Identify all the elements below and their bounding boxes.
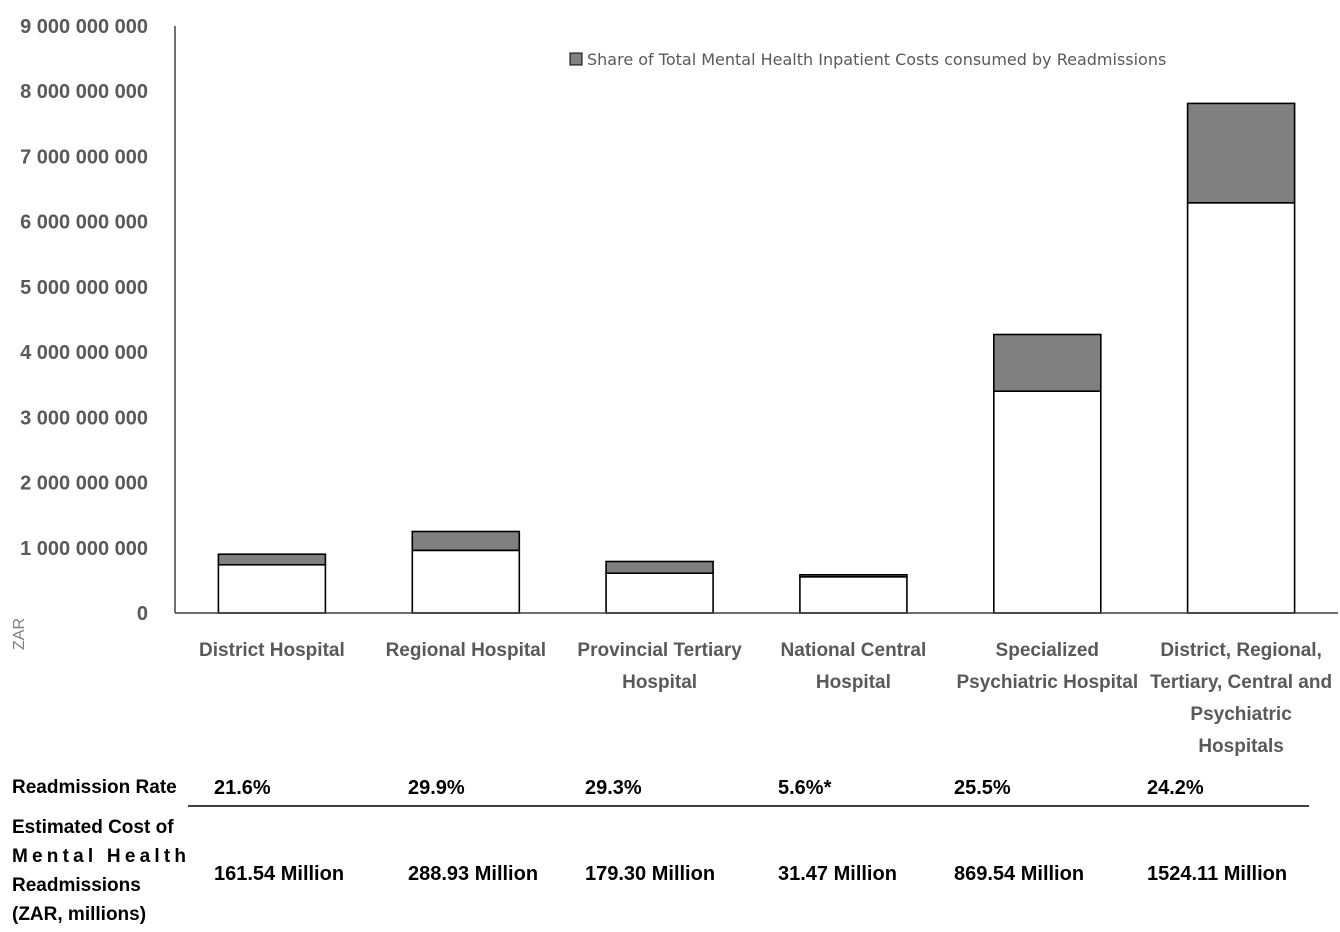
bar-base-segment <box>411 549 521 614</box>
y-tick-label: 8 000 000 000 <box>20 81 148 103</box>
y-tick-label: 3 000 000 000 <box>20 407 148 429</box>
x-category-label: Regional Hospital <box>386 640 546 661</box>
bar-base-segment <box>605 572 714 614</box>
x-category-label: Hospitals <box>1198 736 1284 757</box>
x-category-label: Hospital <box>622 672 697 693</box>
legend-label: Share of Total Mental Health Inpatient C… <box>587 50 1166 69</box>
table-row-header: Readmissions <box>12 875 141 896</box>
bar-base-segment <box>992 390 1102 614</box>
y-tick-label: 0 <box>137 603 148 625</box>
table-cell: 869.54 Million <box>954 863 1084 885</box>
x-category-label: Specialized <box>996 640 1100 661</box>
x-category-label: National Central <box>781 640 927 661</box>
bar-readmission-segment <box>411 530 521 552</box>
table-cell: 179.30 Million <box>585 863 715 885</box>
y-tick-label: 2 000 000 000 <box>20 473 148 495</box>
bar-readmission-segment <box>1186 102 1296 204</box>
table-row-header: Readmission Rate <box>12 777 177 798</box>
table-cell: 288.93 Million <box>408 863 538 885</box>
y-tick-label: 6 000 000 000 <box>20 212 148 234</box>
table-cell: 1524.11 Million <box>1147 863 1287 885</box>
table-cell: 21.6% <box>214 777 271 799</box>
table-row-header: (ZAR, millions) <box>12 904 146 925</box>
table-row-header: Estimated Cost of <box>12 817 174 838</box>
bar-base-segment <box>217 563 327 614</box>
x-category-label: Hospital <box>816 672 891 693</box>
y-tick-label: 5 000 000 000 <box>20 277 148 299</box>
y-tick-label: 9 000 000 000 <box>20 16 148 38</box>
bar-readmission-segment <box>992 333 1102 393</box>
x-category-label: Psychiatric <box>1190 704 1292 725</box>
x-category-label: Psychiatric Hospital <box>956 672 1138 693</box>
bar-base-segment <box>799 575 908 614</box>
table-cell: 29.3% <box>585 777 642 799</box>
legend-swatch <box>569 52 583 66</box>
x-category-label: Tertiary, Central and <box>1150 672 1332 693</box>
table-cell: 25.5% <box>954 777 1011 799</box>
table-row-header: Mental Health <box>12 846 186 867</box>
y-tick-label: 1 000 000 000 <box>20 538 148 560</box>
bar-readmission-segment <box>605 560 714 574</box>
table-cell: 29.9% <box>408 777 465 799</box>
x-category-label: District, Regional, <box>1160 640 1322 661</box>
table-cell: 31.47 Million <box>778 863 897 885</box>
table-cell: 24.2% <box>1147 777 1204 799</box>
x-category-label: Provincial Tertiary <box>577 640 742 661</box>
bar-base-segment <box>1186 202 1296 614</box>
table-cell: 5.6%* <box>778 777 832 799</box>
bar-readmission-segment <box>799 573 908 578</box>
x-category-label: District Hospital <box>199 640 345 661</box>
y-tick-label: 7 000 000 000 <box>20 146 148 168</box>
y-tick-label: 4 000 000 000 <box>20 342 148 364</box>
table-cell: 161.54 Million <box>214 863 344 885</box>
bar-readmission-segment <box>217 553 327 566</box>
y-axis-title: ZAR <box>11 618 28 650</box>
